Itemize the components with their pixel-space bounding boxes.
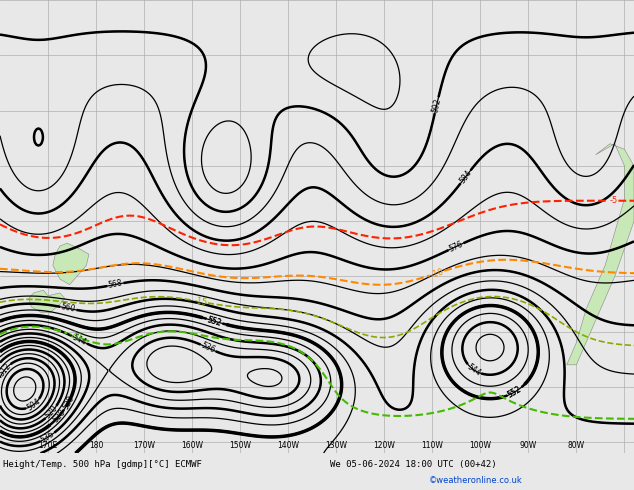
Text: 536: 536: [200, 341, 217, 355]
Text: 520: 520: [43, 404, 60, 421]
Text: 528: 528: [61, 394, 75, 411]
Text: Height/Temp. 500 hPa [gdmp][°C] ECMWF: Height/Temp. 500 hPa [gdmp][°C] ECMWF: [3, 460, 202, 469]
Text: 100W: 100W: [469, 441, 491, 450]
Text: 584: 584: [458, 169, 474, 185]
Text: 552: 552: [507, 384, 523, 399]
Text: 140W: 140W: [277, 441, 299, 450]
Text: 150W: 150W: [229, 441, 251, 450]
Text: ©weatheronline.co.uk: ©weatheronline.co.uk: [429, 476, 522, 485]
Text: -10: -10: [429, 267, 445, 279]
Polygon shape: [53, 243, 89, 285]
Text: 552: 552: [206, 315, 223, 327]
Text: -20: -20: [67, 329, 82, 343]
Text: 130W: 130W: [325, 441, 347, 450]
Text: 568: 568: [107, 279, 124, 290]
Text: 180: 180: [89, 441, 103, 450]
Text: 80W: 80W: [568, 441, 585, 450]
Text: 552: 552: [206, 315, 223, 327]
Polygon shape: [29, 290, 65, 312]
Text: 512: 512: [0, 361, 13, 378]
Text: 576: 576: [448, 240, 465, 254]
Text: 544: 544: [71, 333, 88, 347]
Text: 120W: 120W: [373, 441, 395, 450]
Text: -15: -15: [193, 296, 208, 307]
Text: 536: 536: [39, 430, 56, 445]
Text: 110W: 110W: [422, 441, 443, 450]
Polygon shape: [567, 144, 634, 365]
Text: 560: 560: [60, 302, 76, 314]
Text: 170E: 170E: [39, 441, 58, 450]
Text: 90W: 90W: [520, 441, 537, 450]
Text: 170W: 170W: [133, 441, 155, 450]
Text: -5: -5: [609, 196, 618, 205]
Text: 504: 504: [25, 397, 42, 413]
Text: 528: 528: [51, 408, 67, 425]
Text: 544: 544: [465, 362, 482, 378]
Text: 552: 552: [507, 384, 523, 399]
Text: 160W: 160W: [181, 441, 203, 450]
Text: 592: 592: [430, 97, 443, 113]
Text: We 05-06-2024 18:00 UTC (00+42): We 05-06-2024 18:00 UTC (00+42): [330, 460, 496, 469]
